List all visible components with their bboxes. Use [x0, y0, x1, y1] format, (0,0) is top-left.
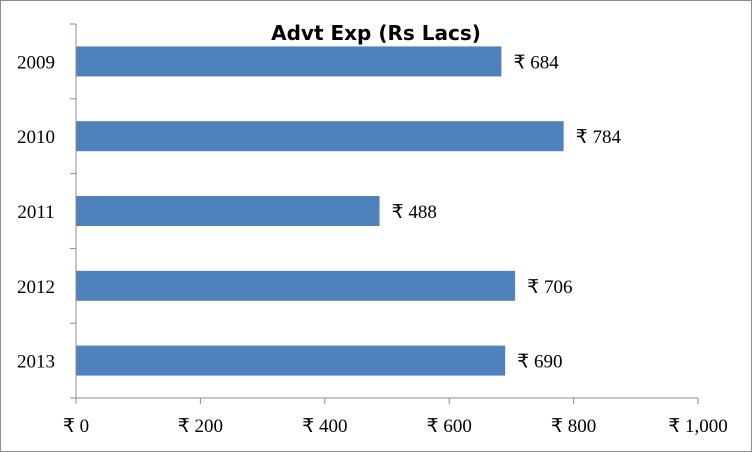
y-tick-label-2011: 2011	[17, 202, 54, 223]
chart-title: Advt Exp (Rs Lacs)	[271, 21, 481, 45]
x-tick-label: ₹ 0	[63, 416, 89, 437]
data-label-2013: ₹ 690	[517, 352, 562, 373]
y-axis: 2009 2010 2011 2012 2013	[17, 23, 77, 399]
y-tick-label-2013: 2013	[17, 352, 55, 373]
bar-2011	[76, 196, 380, 226]
y-tick-label-2010: 2010	[17, 127, 55, 148]
bar-2012	[76, 270, 516, 301]
x-axis: ₹ 0 ₹ 200 ₹ 400 ₹ 600 ₹ 800 ₹ 1,000	[63, 397, 728, 437]
bar-2009	[76, 46, 502, 77]
x-tick-label: ₹ 400	[302, 416, 347, 437]
x-tick-label: ₹ 800	[551, 416, 596, 437]
x-tick-label: ₹ 200	[178, 416, 223, 437]
data-label-2010: ₹ 784	[576, 127, 622, 148]
bar-2013	[76, 345, 506, 376]
bars-group: ₹ 684 ₹ 784 ₹ 488 ₹ 706 ₹ 690	[76, 46, 622, 376]
data-label-2009: ₹ 684	[513, 52, 559, 73]
x-tick-label: ₹ 1,000	[668, 416, 728, 437]
y-tick-label-2012: 2012	[17, 277, 55, 298]
x-tick-label: ₹ 600	[427, 416, 472, 437]
bar-2010	[76, 121, 564, 152]
data-label-2011: ₹ 488	[392, 202, 437, 223]
data-label-2012: ₹ 706	[527, 277, 572, 298]
y-tick-label-2009: 2009	[17, 52, 55, 73]
